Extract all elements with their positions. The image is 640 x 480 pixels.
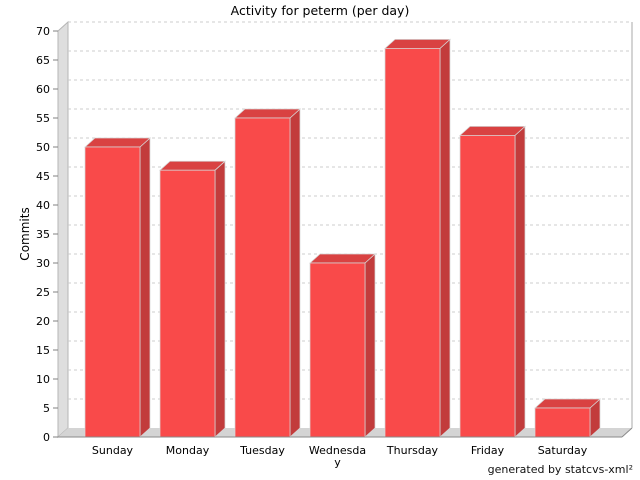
category-label-friday: Friday: [471, 444, 505, 457]
bar-side-tuesday: [289, 108, 301, 438]
category-label-tuesday: Tuesday: [239, 444, 285, 457]
footer-credit: generated by statcvs-xml²: [488, 463, 633, 476]
bar-thursday: [384, 48, 441, 438]
bar-top-friday: [459, 126, 526, 136]
bar-side-sunday: [139, 137, 151, 438]
y-tick-label-20: 20: [36, 315, 50, 328]
y-axis-title: Commits: [18, 207, 32, 260]
y-tick-label-30: 30: [36, 257, 50, 270]
y-tick-label-25: 25: [36, 286, 50, 299]
bar-top-tuesday: [234, 108, 301, 119]
y-tick-label-0: 0: [43, 431, 50, 444]
y-tick-label-15: 15: [36, 344, 50, 357]
bar-monday: [159, 169, 216, 438]
bar-top-wednesday: [309, 253, 376, 264]
category-label-sunday: Sunday: [92, 444, 134, 457]
bar-side-thursday: [439, 38, 451, 438]
y-tick-label-40: 40: [36, 199, 50, 212]
bar-saturday: [534, 407, 591, 438]
y-tick-label-55: 55: [36, 112, 50, 125]
y-tick-label-45: 45: [36, 170, 50, 183]
plot-area: 0 5 10 15 20 25 30 35 40 45 50 55 60 65 70 Sunday Monday…: [36, 20, 633, 469]
category-label-monday: Monday: [166, 444, 210, 457]
bar-friday: [459, 135, 516, 438]
y-tick-label-65: 65: [36, 54, 50, 67]
bar-side-monday: [214, 160, 226, 438]
category-label-thursday: Thursday: [386, 444, 439, 457]
y-tick-label-35: 35: [36, 228, 50, 241]
left-wall-3d: [57, 20, 69, 439]
y-tick-label-5: 5: [43, 402, 50, 415]
y-tick-label-60: 60: [36, 83, 50, 96]
bar-top-saturday: [534, 398, 601, 409]
bar-tuesday: [234, 117, 291, 438]
bar-sunday: [84, 146, 141, 438]
y-tick-label-70: 70: [36, 25, 50, 38]
bar-top-thursday: [384, 39, 451, 49]
bar-top-sunday: [84, 137, 151, 148]
bar-wednesday: [309, 262, 366, 438]
category-label-wednesday: Wednesda y: [309, 444, 366, 469]
floor-right-edge: [621, 427, 633, 438]
category-label-saturday: Saturday: [538, 444, 588, 457]
y-tick-label-10: 10: [36, 373, 50, 386]
bar-side-friday: [514, 125, 526, 438]
chart-title: Activity for peterm (per day): [231, 3, 410, 18]
bar-top-monday: [159, 160, 226, 171]
bar-side-wednesday: [364, 253, 376, 438]
y-tick-label-50: 50: [36, 141, 50, 154]
